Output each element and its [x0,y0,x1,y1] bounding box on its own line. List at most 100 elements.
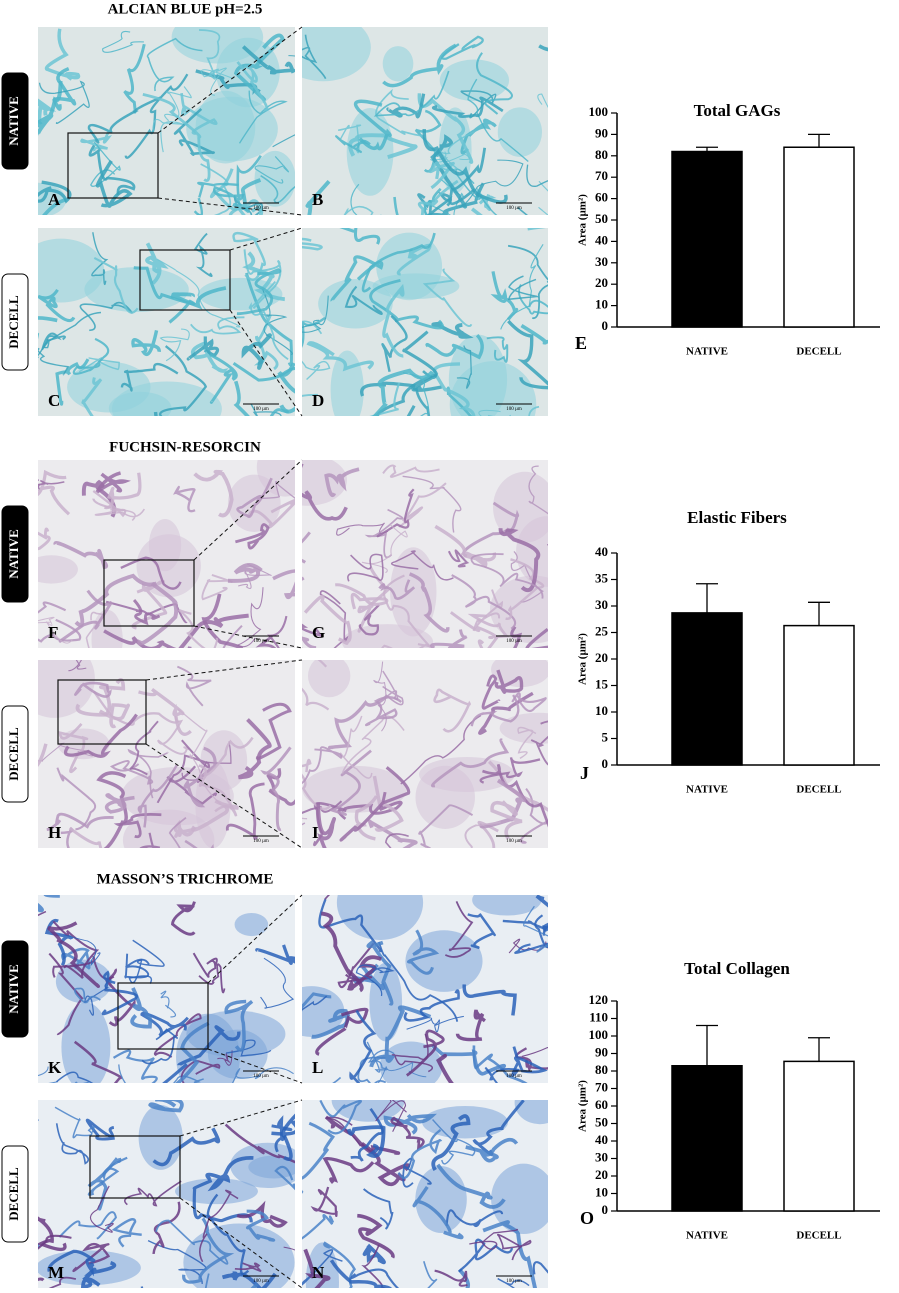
tissue-fiber [425,333,484,360]
tissue-fiber [362,1243,386,1265]
panel-letter: L [312,1058,323,1077]
tissue-fiber [89,1185,114,1233]
tissue-fiber [250,403,282,416]
tissue-fiber [500,244,544,330]
inset-box [117,982,209,1050]
tissue-fiber [232,1067,294,1083]
row-label-box [1,1145,29,1243]
tissue-fiber [323,1241,357,1288]
tissue-fiber [186,336,220,361]
tissue-fiber [302,660,330,711]
tissue-fiber [132,599,161,626]
tissue-fiber [390,550,454,581]
y-tick-label: 100 [589,104,609,119]
tissue-fiber [173,485,196,513]
tissue-fiber [507,319,548,390]
y-tick-label: 30 [595,1149,608,1164]
tissue-fiber [260,957,295,1009]
tissue-fiber [262,289,293,355]
chart-panel-letter: O [580,1208,594,1228]
panel-letter: F [48,623,58,642]
tissue-fiber [234,1262,262,1273]
tissue-fiber [406,1015,464,1033]
tissue-fiber [481,674,501,710]
y-axis-label: Area (µm²) [577,194,589,246]
histology-image [38,1100,295,1288]
tissue-fiber [142,93,211,182]
tissue-fiber [517,726,537,760]
tissue-fiber [467,78,529,163]
row-label: NATIVE [6,529,21,579]
tissue-fiber [194,232,213,278]
tissue-fiber [193,469,234,518]
tissue-fiber [98,703,130,729]
tissue-fiber [73,1040,123,1083]
tissue-fiber [511,692,547,713]
tissue [38,1100,295,1288]
tissue-blob [491,660,548,688]
tissue-fiber [470,694,520,727]
panel-letter: C [48,391,60,410]
y-tick-label: 40 [595,1132,608,1147]
tissue-fiber [198,772,238,817]
y-tick-label: 80 [595,1062,608,1077]
tissue-fiber [160,990,177,1018]
scale-label: 100 µm [253,639,269,644]
tissue [302,1100,548,1288]
tissue-fiber [74,681,112,698]
tissue-fiber [209,353,238,404]
tissue-fiber [38,288,76,322]
tissue-fiber [52,67,77,111]
zoom-line [145,743,303,849]
tissue-fiber [111,1218,142,1248]
tissue-fiber [335,135,371,153]
tissue-fiber [381,643,431,648]
tissue-fiber [52,920,100,979]
inset-box [139,249,231,311]
tissue-fiber [248,281,289,360]
tissue-fiber [72,337,110,375]
y-tick-label: 50 [595,1114,608,1129]
tissue-fiber [490,271,519,321]
y-tick-label: 25 [595,623,609,638]
tissue-fiber [364,696,403,727]
tissue-fiber [469,1228,518,1250]
tissue-fiber [417,93,474,164]
tissue-fiber [422,268,473,327]
tissue-fiber [63,934,101,967]
tissue-fiber [302,758,332,811]
tissue-fiber [269,408,289,416]
tissue-fiber [302,237,323,251]
tissue [302,895,548,1083]
y-tick-label: 10 [595,1184,608,1199]
tissue-fiber [260,746,292,831]
tissue-fiber [198,1189,239,1263]
tissue-fiber [528,405,540,416]
row-label: DECELL [6,727,21,781]
tissue-fiber [38,527,51,551]
tissue-blob [61,1002,111,1083]
row-label-box [1,940,29,1038]
tissue-fiber [87,1157,122,1211]
histology-image [302,228,548,416]
tissue-fiber [302,1214,335,1240]
tissue-fiber [417,188,476,215]
tissue-fiber [482,1220,538,1288]
zoom-line [193,459,303,561]
tissue-fiber [347,553,384,582]
tissue-fiber [267,615,288,648]
tissue-fiber [171,901,196,936]
tissue-fiber [514,914,548,954]
tissue-fiber [462,984,517,1016]
tissue-fiber [225,782,265,841]
tissue-fiber [224,1123,295,1164]
inset-box [89,1135,181,1199]
tissue-fiber [364,508,404,559]
tissue-fiber [55,1123,90,1165]
row-label: NATIVE [6,964,21,1014]
histology-image [38,27,295,215]
tissue-blob [234,912,269,937]
tissue-fiber [38,80,90,124]
tissue-fiber [233,33,285,102]
bar [783,1060,855,1212]
